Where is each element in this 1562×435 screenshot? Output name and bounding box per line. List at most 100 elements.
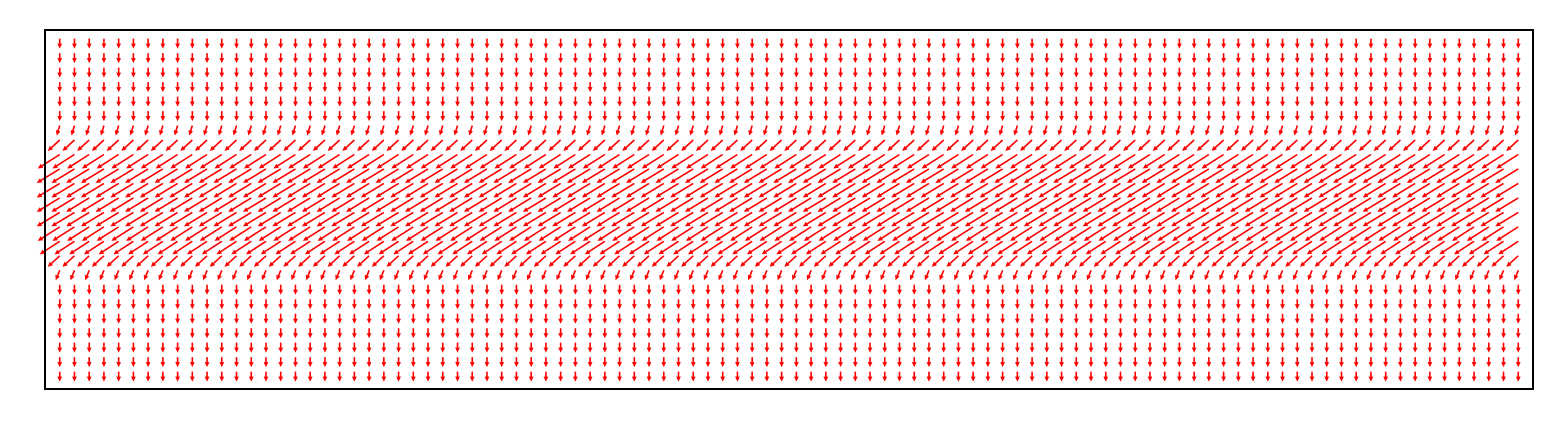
arrow bbox=[1451, 182, 1475, 198]
arrow bbox=[232, 270, 238, 281]
arrow bbox=[327, 255, 341, 267]
arrow bbox=[1059, 299, 1064, 310]
arrow bbox=[611, 211, 635, 227]
arrow bbox=[316, 182, 341, 198]
arrow bbox=[128, 240, 149, 255]
arrow bbox=[950, 197, 974, 212]
arrow bbox=[1044, 313, 1050, 324]
arrow bbox=[1329, 139, 1343, 152]
arrow bbox=[239, 139, 252, 152]
arrow bbox=[1368, 328, 1374, 339]
arrow bbox=[1515, 284, 1521, 295]
arrow bbox=[876, 182, 900, 198]
arrow bbox=[1235, 342, 1241, 353]
arrow bbox=[1132, 313, 1138, 324]
arrow bbox=[1515, 299, 1521, 310]
arrow bbox=[175, 53, 180, 64]
arrow bbox=[1044, 82, 1050, 93]
arrow bbox=[1309, 328, 1315, 339]
arrow bbox=[1347, 182, 1372, 198]
arrow bbox=[83, 240, 105, 255]
arrow bbox=[1206, 357, 1212, 368]
arrow bbox=[1442, 82, 1448, 93]
arrow bbox=[1206, 371, 1212, 382]
arrow bbox=[287, 197, 311, 212]
arrow bbox=[1303, 168, 1328, 183]
arrow bbox=[1456, 313, 1462, 324]
arrow bbox=[1318, 197, 1342, 212]
arrow bbox=[1175, 270, 1181, 281]
arrow bbox=[1324, 328, 1330, 339]
arrow bbox=[788, 182, 812, 198]
arrow bbox=[1182, 139, 1195, 152]
arrow bbox=[1270, 255, 1284, 267]
arrow bbox=[1156, 168, 1180, 183]
arrow bbox=[80, 211, 105, 227]
arrow bbox=[350, 125, 356, 136]
arrow bbox=[36, 182, 61, 198]
arrow bbox=[209, 255, 223, 267]
arrow bbox=[1314, 255, 1328, 267]
arrow bbox=[892, 153, 915, 169]
arrow bbox=[950, 168, 974, 183]
arrow bbox=[1442, 371, 1448, 382]
arrow bbox=[291, 270, 297, 281]
arrow bbox=[1480, 168, 1504, 183]
arrow bbox=[1034, 139, 1048, 152]
arrow bbox=[1501, 284, 1506, 295]
arrow bbox=[1116, 270, 1122, 281]
arrow bbox=[463, 182, 488, 198]
arrow bbox=[129, 125, 135, 136]
arrow bbox=[803, 153, 827, 169]
arrow bbox=[219, 328, 225, 339]
arrow bbox=[1456, 299, 1462, 310]
arrow bbox=[747, 270, 753, 281]
arrow bbox=[1289, 168, 1313, 183]
arrow bbox=[224, 139, 238, 152]
arrow bbox=[1072, 125, 1078, 136]
arrow bbox=[1250, 284, 1256, 295]
arrow bbox=[234, 111, 239, 122]
arrow bbox=[234, 96, 239, 107]
arrow bbox=[110, 182, 134, 198]
arrow bbox=[1093, 139, 1107, 152]
arrow bbox=[568, 226, 591, 241]
arrow bbox=[1137, 255, 1151, 267]
arrow bbox=[553, 153, 576, 169]
arrow bbox=[1056, 240, 1077, 255]
arrow bbox=[272, 211, 296, 227]
arrow bbox=[582, 226, 606, 241]
arrow bbox=[1185, 182, 1210, 198]
arrow bbox=[272, 182, 296, 198]
arrow bbox=[1167, 255, 1180, 267]
arrow bbox=[1398, 328, 1403, 339]
arrow bbox=[1245, 226, 1269, 241]
arrow bbox=[1132, 111, 1138, 122]
arrow bbox=[165, 139, 179, 152]
arrow bbox=[1486, 371, 1492, 382]
arrow bbox=[1491, 139, 1505, 152]
arrow bbox=[1132, 371, 1138, 382]
arrow bbox=[262, 125, 267, 136]
arrow bbox=[1147, 53, 1153, 64]
arrow bbox=[1501, 328, 1506, 339]
arrow bbox=[876, 211, 900, 227]
arrow bbox=[1515, 53, 1521, 64]
arrow bbox=[1421, 168, 1446, 183]
arrow bbox=[1162, 111, 1168, 122]
arrow bbox=[334, 240, 355, 255]
arrow bbox=[493, 168, 517, 183]
arrow bbox=[1241, 139, 1254, 152]
arrow bbox=[950, 211, 974, 227]
arrow bbox=[1353, 313, 1359, 324]
arrow bbox=[802, 211, 827, 227]
arrow bbox=[130, 328, 136, 339]
arrow bbox=[1071, 240, 1092, 255]
arrow bbox=[1162, 96, 1168, 107]
arrow bbox=[651, 139, 665, 152]
arrow bbox=[316, 168, 341, 183]
arrow bbox=[248, 357, 254, 368]
arrow bbox=[51, 168, 75, 183]
arrow bbox=[813, 139, 827, 152]
arrow bbox=[416, 139, 429, 152]
